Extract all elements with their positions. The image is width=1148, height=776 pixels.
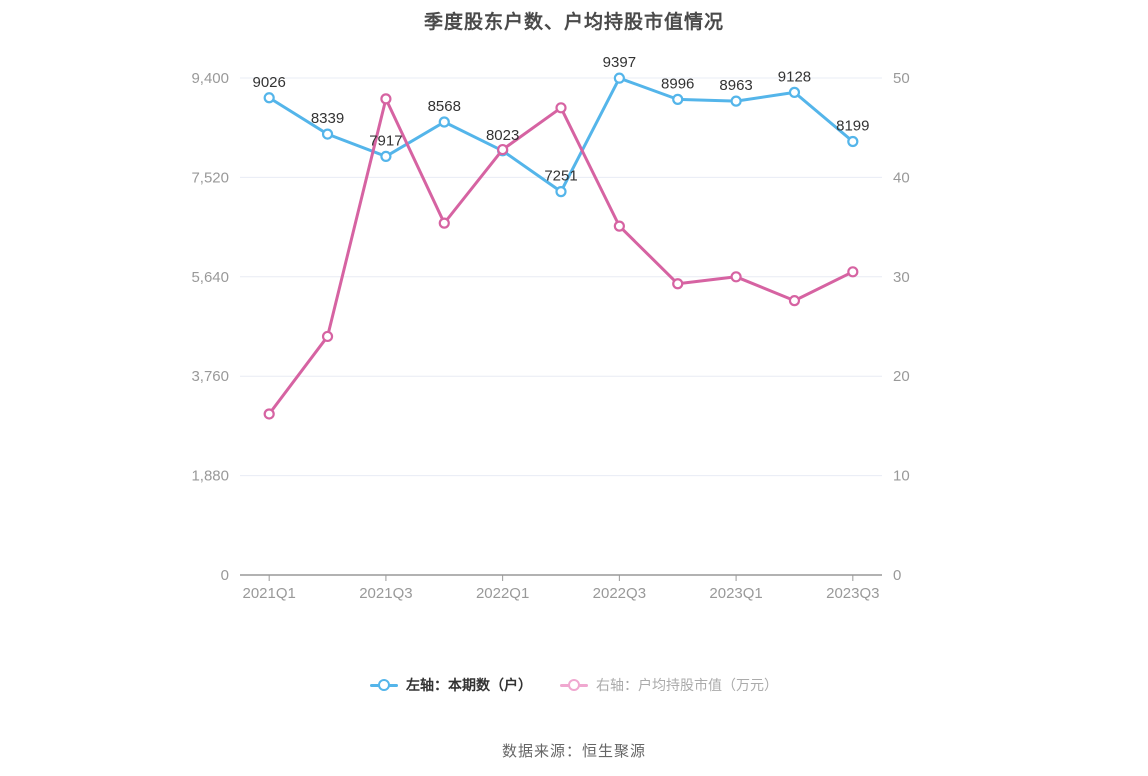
data-point[interactable] xyxy=(788,86,801,98)
data-label: 8568 xyxy=(428,98,461,115)
x-axis-label: 2022Q3 xyxy=(593,585,646,602)
x-axis-label: 2023Q1 xyxy=(709,585,762,602)
data-point[interactable] xyxy=(263,92,275,104)
y-axis-label-left: 5,640 xyxy=(191,269,229,286)
y-axis-label-left: 3,760 xyxy=(191,368,229,385)
data-label: 9128 xyxy=(778,68,811,85)
data-label: 8023 xyxy=(486,127,519,144)
data-label: 8963 xyxy=(719,77,752,94)
data-point[interactable] xyxy=(672,93,684,105)
y-axis-label-left: 7,520 xyxy=(191,169,229,186)
y-axis-label-left: 0 xyxy=(221,567,229,584)
data-point[interactable] xyxy=(438,217,450,229)
y-axis-label-left: 1,880 xyxy=(191,468,229,485)
data-label: 8996 xyxy=(661,75,694,92)
data-point[interactable] xyxy=(380,150,392,163)
y-axis-label-left: 9,400 xyxy=(191,70,229,87)
chart-svg[interactable]: 0 0 1,880 10 3,760 20 5,640 30 7,520 40 9,400 50 202… xyxy=(0,0,1148,640)
data-point[interactable] xyxy=(555,186,567,198)
x-axis-label: 2023Q3 xyxy=(826,585,879,602)
data-point[interactable] xyxy=(321,128,334,140)
x-axis-label: 2021Q3 xyxy=(359,585,412,602)
data-point[interactable] xyxy=(613,72,625,84)
data-label: 8339 xyxy=(311,110,344,127)
y-axis-label-right: 0 xyxy=(893,567,901,584)
legend-item-market-value[interactable]: 右轴：户均持股市值（万元） xyxy=(560,675,778,695)
data-label: 9397 xyxy=(603,54,636,71)
y-axis-label-right: 40 xyxy=(893,169,910,186)
data-source: 数据来源：恒生聚源 xyxy=(501,743,646,760)
data-point[interactable] xyxy=(847,266,859,278)
y-axis-label-right: 30 xyxy=(893,269,910,286)
x-axis-label: 2022Q1 xyxy=(476,585,529,602)
data-point[interactable] xyxy=(497,143,509,156)
data-point[interactable] xyxy=(788,295,801,307)
data-point[interactable] xyxy=(730,271,742,283)
data-point[interactable] xyxy=(438,116,450,128)
data-label: 7917 xyxy=(369,132,402,149)
legend-label: 左轴：本期数（户） xyxy=(406,677,532,693)
data-point[interactable] xyxy=(555,102,567,114)
data-point[interactable] xyxy=(321,330,334,343)
data-point[interactable] xyxy=(730,95,742,107)
data-point[interactable] xyxy=(380,93,392,105)
y-axis-label-right: 10 xyxy=(893,468,910,485)
y-axis-label-right: 20 xyxy=(893,368,910,385)
chart-title: 季度股东户数、户均持股市值情况 xyxy=(423,12,724,33)
y-axis-label-right: 50 xyxy=(893,70,910,87)
line-circle-icon xyxy=(370,678,398,692)
data-label: 8199 xyxy=(836,117,869,134)
line-circle-icon xyxy=(560,678,588,692)
chart-legend: 左轴：本期数（户） 右轴：户均持股市值（万元） xyxy=(0,675,1148,695)
legend-item-shareholders[interactable]: 左轴：本期数（户） xyxy=(370,675,532,695)
data-label: 7251 xyxy=(544,168,577,185)
data-point[interactable] xyxy=(672,278,684,290)
legend-label: 右轴：户均持股市值（万元） xyxy=(596,677,778,693)
data-point[interactable] xyxy=(613,220,625,232)
data-point[interactable] xyxy=(263,408,275,420)
x-axis-label: 2021Q1 xyxy=(242,585,295,602)
data-label: 9026 xyxy=(252,74,285,91)
data-point[interactable] xyxy=(847,135,859,148)
